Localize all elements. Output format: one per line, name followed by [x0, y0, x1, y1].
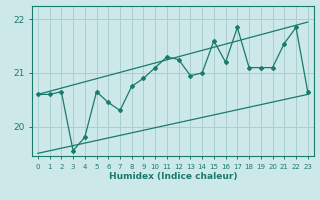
- X-axis label: Humidex (Indice chaleur): Humidex (Indice chaleur): [108, 172, 237, 181]
